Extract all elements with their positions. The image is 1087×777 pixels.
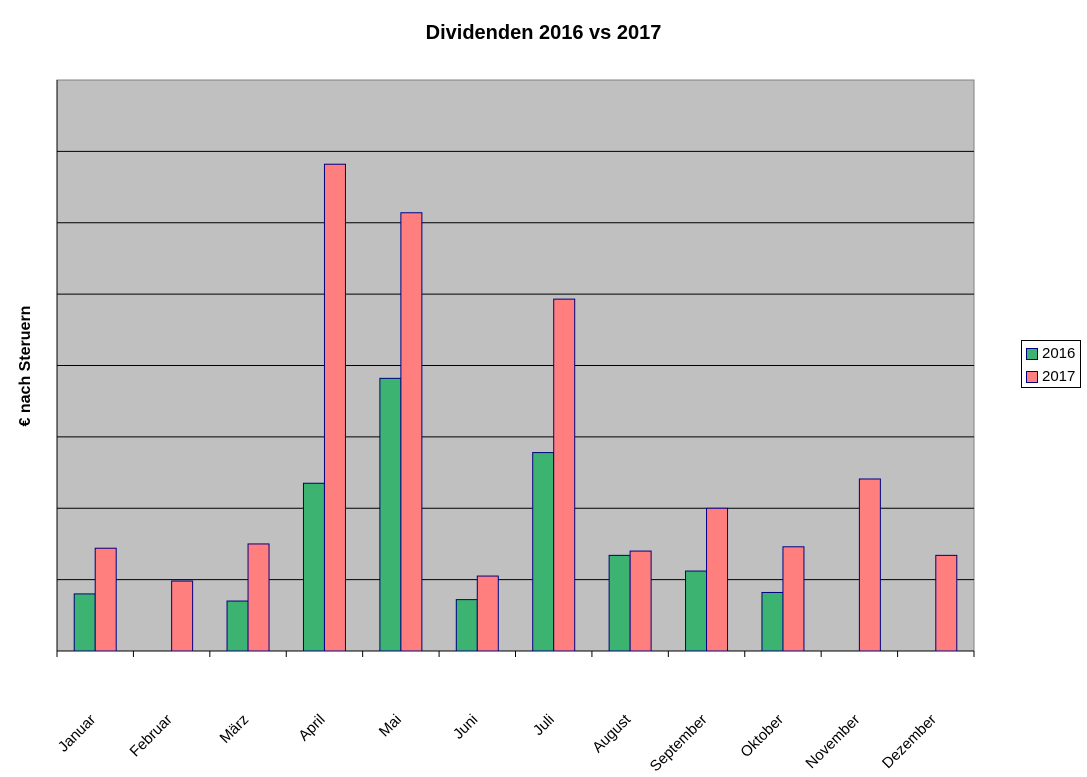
bar-2016-Januar <box>73 593 96 652</box>
bar-2017-Juni <box>476 575 499 652</box>
bar-2017-Oktober <box>782 546 805 652</box>
legend: 2016 2017 <box>1021 340 1081 388</box>
bar-2016-Mai <box>379 377 402 652</box>
x-tick-label: Juni <box>450 711 481 742</box>
x-tick-label: Dezember <box>879 711 940 772</box>
bar-2017-Mai <box>400 212 423 652</box>
bar-2017-Dezember <box>935 554 958 652</box>
x-tick-label: September <box>647 711 711 775</box>
x-tick-label: Oktober <box>737 711 787 761</box>
bar-2017-April <box>323 163 346 652</box>
bar-2016-August <box>608 554 631 652</box>
bar-2017-Januar <box>94 547 117 652</box>
bar-2017-Juli <box>553 298 576 652</box>
legend-swatch-1 <box>1026 348 1038 360</box>
x-tick-label: Januar <box>55 711 99 755</box>
bar-2017-Februar <box>171 580 194 652</box>
bar-2017-September <box>706 507 729 652</box>
bar-2017-August <box>629 550 652 652</box>
bar-2016-April <box>302 482 325 652</box>
x-tick-label: November <box>802 711 863 772</box>
legend-item-2: 2017 <box>1026 367 1075 387</box>
legend-item-1: 2016 <box>1026 344 1075 364</box>
x-tick-label: April <box>295 711 328 744</box>
bar-2016-Oktober <box>761 591 784 652</box>
legend-swatch-2 <box>1026 371 1038 383</box>
bar-2016-Juli <box>532 452 555 652</box>
legend-label-1: 2016 <box>1042 345 1076 362</box>
x-tick-label: Mai <box>376 711 405 740</box>
chart-title: Dividenden 2016 vs 2017 <box>425 22 662 44</box>
bar-2016-Juni <box>455 599 478 652</box>
bar-2016-September <box>685 570 708 652</box>
x-tick-label: August <box>589 711 635 757</box>
bar-2017-November <box>858 478 881 652</box>
legend-label-2: 2017 <box>1042 368 1076 385</box>
bar-2017-März <box>247 543 270 652</box>
x-tick-label: März <box>217 711 253 747</box>
x-tick-label: Juli <box>530 711 558 739</box>
bar-2016-März <box>226 600 249 652</box>
x-tick-label: Februar <box>127 711 176 760</box>
